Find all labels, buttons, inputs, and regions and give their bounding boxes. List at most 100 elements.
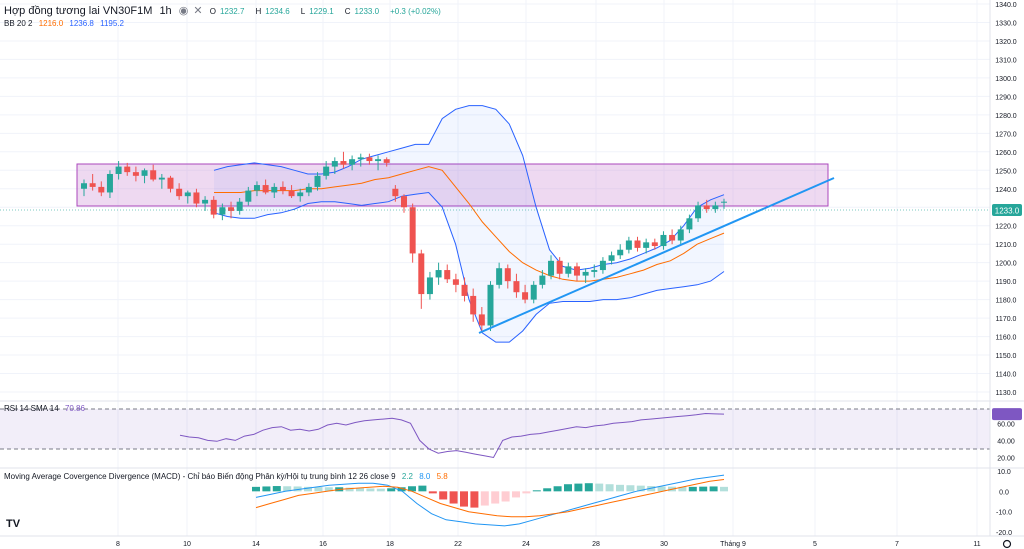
candle [202, 196, 209, 211]
candle [115, 161, 122, 180]
candle [124, 162, 131, 176]
candle [98, 181, 105, 197]
macd-bar [688, 486, 697, 492]
candle [262, 179, 269, 195]
macd-bar [356, 488, 364, 492]
macd-bar [397, 487, 406, 492]
timeframe[interactable]: 1h [159, 5, 172, 17]
time-tick-label: 30 [660, 541, 668, 548]
price-tick-label: 1140.0 [996, 372, 1017, 379]
price-tick-label: 1220.0 [995, 224, 1017, 231]
candle [184, 190, 191, 204]
candle [669, 229, 676, 245]
candle [721, 198, 727, 209]
visibility-eye-icon[interactable]: ◉ [178, 5, 189, 17]
candle [331, 157, 338, 174]
tradingview-logo[interactable]: TV [6, 518, 21, 530]
time-tick-label: Tháng 9 [720, 541, 746, 548]
macd-tick-label: -20.0 [996, 530, 1012, 537]
time-tick-label: 11 [973, 541, 980, 548]
time-tick-label: 7 [895, 541, 899, 548]
bb-label: BB 20 2 [4, 19, 33, 28]
low-value: 1229.1 [309, 7, 334, 16]
time-axis[interactable]: 8 10 14 16 18 22 24 28 30 Tháng 9 5 7 11 [116, 541, 981, 548]
rsi-label: RSI 14 SMA 14 [4, 404, 59, 413]
macd-bar [720, 486, 728, 492]
rsi-value-tag [992, 408, 1022, 421]
macd-value-3: 5.8 [436, 472, 448, 481]
candle [444, 264, 451, 283]
rsi-value: 70.86 [64, 404, 85, 413]
macd-tick-label: -10.0 [996, 510, 1012, 517]
trend-line[interactable] [478, 177, 835, 334]
bb-legend[interactable]: BB 20 2 1216.0 1236.8 1195.2 [4, 19, 128, 28]
price-tick-label: 1290.0 [995, 94, 1017, 101]
symbol-name[interactable]: Hợp đồng tương lai VN30F1M [4, 5, 153, 17]
open-value: 1232.7 [219, 7, 245, 16]
price-tick-label: 1310.0 [995, 57, 1017, 64]
rsi-legend[interactable]: RSI 14 SMA 14 70.86 [4, 404, 89, 413]
time-tick-label: 22 [454, 541, 462, 548]
l-label: L [300, 7, 306, 16]
candle [271, 183, 278, 198]
candle [470, 288, 477, 322]
time-tick-label: 14 [252, 541, 260, 548]
candle [435, 262, 442, 285]
candle [349, 155, 356, 171]
macd-label: Moving Average Covergence Divergence (MA… [4, 472, 396, 481]
candle [686, 214, 693, 234]
macd-bar [636, 485, 645, 492]
close-icon[interactable]: ✕ [193, 5, 203, 17]
price-tick-label: 1240.0 [995, 187, 1017, 194]
macd-bar [709, 486, 718, 492]
price-tick-label: 1200.0 [995, 261, 1017, 268]
candle [323, 161, 330, 180]
time-tick-label: 16 [319, 541, 327, 548]
candle [401, 194, 407, 213]
macd-legend[interactable]: Moving Average Covergence Divergence (MA… [4, 472, 452, 481]
candle [89, 173, 96, 191]
candle [210, 196, 217, 219]
candle [530, 281, 537, 304]
macd-bar [564, 484, 572, 492]
price-tick-label: 1160.0 [996, 335, 1017, 342]
macd-bar [532, 490, 541, 492]
macd-bar [324, 487, 333, 492]
c-label: C [344, 7, 351, 16]
candle [366, 153, 373, 165]
macd-bar [491, 491, 500, 504]
macd-bar [574, 483, 583, 492]
macd-signal-line [255, 479, 725, 518]
price-tick-label: 1190.0 [996, 279, 1017, 286]
macd-bar [543, 488, 552, 492]
candle [522, 284, 529, 304]
chart-header: Hợp đồng tương lai VN30F1M 1h ◉ ✕ O 1232.… [4, 4, 445, 17]
macd-bar [522, 491, 531, 494]
candle [314, 172, 321, 191]
rsi-axis: 60.00 40.00 20.00 [992, 408, 1022, 462]
candle [599, 257, 606, 274]
settings-gear-icon[interactable] [1002, 539, 1012, 549]
macd-bar [408, 486, 416, 492]
time-tick-label: 5 [813, 541, 817, 548]
candle [357, 153, 364, 167]
candle [253, 181, 260, 197]
macd-bar [605, 484, 614, 492]
macd-bar [657, 486, 666, 492]
candle [236, 198, 243, 215]
price-tick-label: 1250.0 [995, 168, 1017, 175]
macd-bar [345, 487, 354, 492]
candle [176, 183, 183, 200]
candle [625, 236, 632, 254]
candle [383, 157, 390, 167]
candle [712, 201, 719, 213]
macd-tick-label: 10.0 [997, 469, 1011, 476]
macd-bar [595, 483, 604, 492]
close-value: 1233.0 [354, 7, 380, 16]
price-tick-label: 1320.0 [995, 39, 1017, 46]
candle [461, 277, 468, 302]
price-tick-label: 1340.0 [995, 2, 1017, 9]
macd-bar [366, 488, 375, 492]
price-axis[interactable]: 1340.0 1330.0 1320.0 1310.0 1300.0 1290.0 1280… [995, 2, 1017, 397]
